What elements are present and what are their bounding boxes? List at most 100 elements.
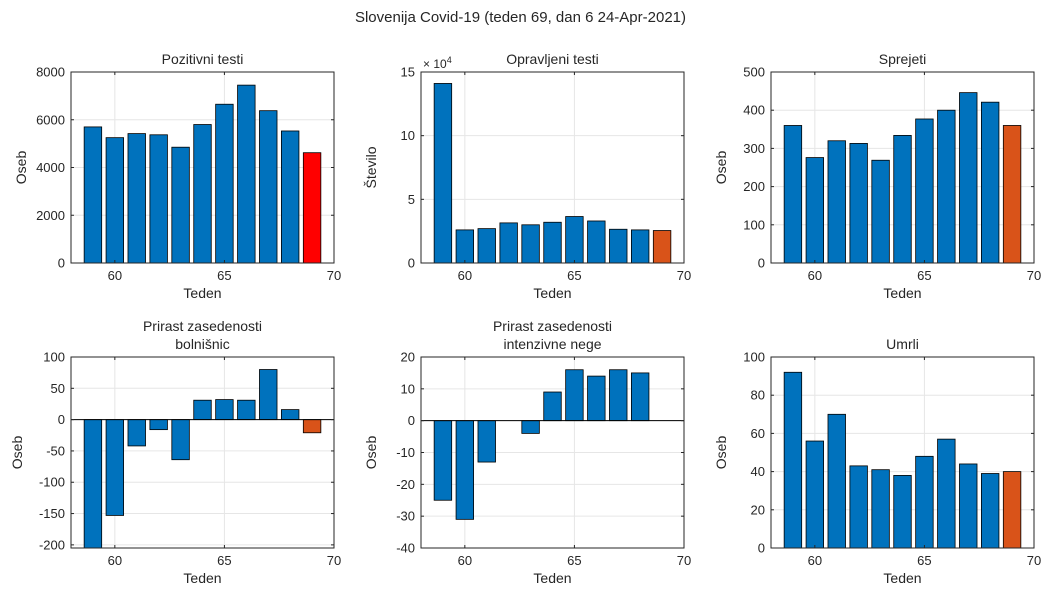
y-tick-label: 60: [751, 426, 765, 441]
bar-week-62: [149, 419, 168, 431]
bar-week-69: [302, 152, 322, 263]
y-tick-label: 80: [751, 388, 765, 403]
x-tick-label: 70: [677, 268, 691, 283]
bar-group: [433, 83, 672, 263]
bar-week-67: [959, 463, 978, 548]
y-tick-label: 10: [401, 381, 415, 396]
bar-week-60: [455, 229, 475, 263]
y-tick-label: 20: [401, 350, 415, 365]
y-tick-label: 100: [743, 217, 765, 232]
y-tick-label: -30: [396, 509, 415, 524]
axes-box: [770, 71, 1035, 264]
y-axis-label: Oseb: [13, 151, 29, 185]
bar-week-66: [937, 438, 956, 548]
bar-week-68: [981, 101, 1000, 263]
bar-week-63: [521, 420, 540, 434]
bar-week-64: [543, 221, 562, 263]
y-tick-label: 0: [758, 541, 765, 556]
y-tick-label: 4000: [36, 160, 65, 175]
y-tick-label: 6000: [36, 112, 65, 127]
subplot-title: Opravljeni testi: [506, 51, 599, 67]
subplot-3: 60 65 70 0 100 200 300 400 500 Sprejeti Teden Oseb: [713, 51, 1041, 301]
subplot-title: Prirast zasedenosti: [143, 318, 262, 334]
bar-week-60: [455, 420, 475, 520]
bar-week-64: [193, 124, 212, 263]
bar-week-59: [783, 125, 803, 263]
bar-week-68: [280, 409, 300, 421]
bar-week-68: [631, 372, 650, 422]
subplot-5: 60 65 70 -40 -30 -20 -10 0 10 20 Prirast zasedenos…: [363, 318, 691, 586]
y-tick-label: 400: [743, 103, 765, 118]
bar-week-61: [827, 140, 846, 263]
bar-group: [783, 371, 1022, 548]
bar-week-66: [237, 399, 256, 421]
subplot-6: 60 65 70 0 20 40 60 80 100 Umrli Teden Oseb: [713, 336, 1041, 586]
bar-group: [433, 369, 650, 520]
bar-week-59: [433, 420, 453, 501]
y-tick-label: 10: [401, 128, 415, 143]
bar-week-69: [1002, 125, 1022, 263]
y-tick-label: 0: [408, 256, 415, 271]
x-axis-label: Teden: [533, 285, 571, 301]
axes-box: [70, 356, 335, 549]
x-axis-label: Teden: [533, 570, 571, 586]
subplot-title: intenzivne nege: [503, 336, 601, 352]
y-tick-label: 0: [58, 256, 65, 271]
x-tick-label: 65: [217, 553, 231, 568]
x-tick-label: 60: [108, 553, 122, 568]
bar-week-69: [652, 230, 672, 263]
x-tick-label: 70: [1027, 553, 1041, 568]
subplot-4: 60 65 70 -200 -150 -100 -50 0 50 100 Prirast zased…: [9, 318, 341, 586]
bar-week-61: [477, 228, 496, 263]
bar-week-60: [105, 419, 124, 516]
bar-week-67: [959, 92, 978, 263]
x-tick-label: 65: [917, 268, 931, 283]
subplot-title: bolnišnic: [175, 336, 229, 352]
bar-week-66: [237, 84, 256, 263]
bar-week-64: [893, 475, 912, 548]
y-tick-label: 100: [743, 350, 765, 365]
y-tick-label: 0: [408, 413, 415, 428]
bar-week-69: [302, 419, 322, 434]
bar-week-66: [587, 375, 606, 422]
y-tick-label: 2000: [36, 208, 65, 223]
y-tick-label: 15: [401, 65, 415, 80]
x-tick-label: 70: [327, 553, 341, 568]
y-tick-label: 8000: [36, 65, 65, 80]
y-axis-label: Oseb: [713, 151, 729, 185]
bar-week-67: [259, 369, 278, 421]
bar-week-68: [280, 130, 300, 263]
bar-week-65: [915, 118, 934, 263]
bar-week-64: [193, 399, 212, 421]
y-tick-label: 5: [408, 192, 415, 207]
bar-week-61: [127, 133, 146, 263]
subplot-title: Sprejeti: [879, 51, 926, 67]
x-tick-label: 60: [458, 553, 472, 568]
bar-week-60: [105, 137, 124, 263]
bar-week-59: [83, 126, 103, 263]
x-tick-label: 70: [677, 553, 691, 568]
y-tick-label: -150: [39, 506, 65, 521]
bar-week-63: [171, 419, 190, 461]
bar-week-59: [783, 371, 803, 548]
y-tick-label: -40: [396, 541, 415, 556]
x-axis-label: Teden: [183, 570, 221, 586]
bar-week-62: [499, 222, 518, 263]
x-tick-label: 65: [217, 268, 231, 283]
y-tick-label: 300: [743, 141, 765, 156]
subplot-1: 60 65 70 0 2000 4000 6000 8000 Pozitivni testi Te…: [13, 51, 341, 301]
bar-week-59: [433, 83, 453, 263]
x-tick-label: 60: [808, 268, 822, 283]
bar-week-64: [893, 135, 912, 263]
x-tick-label: 65: [917, 553, 931, 568]
x-tick-label: 60: [808, 553, 822, 568]
x-tick-label: 70: [1027, 268, 1041, 283]
y-tick-label: -50: [46, 443, 65, 458]
bar-week-61: [827, 413, 846, 548]
bar-week-67: [609, 228, 628, 263]
y-tick-label: 0: [58, 412, 65, 427]
y-exponent-power: 4: [447, 55, 452, 65]
x-tick-label: 65: [567, 268, 581, 283]
bar-week-65: [215, 399, 234, 421]
